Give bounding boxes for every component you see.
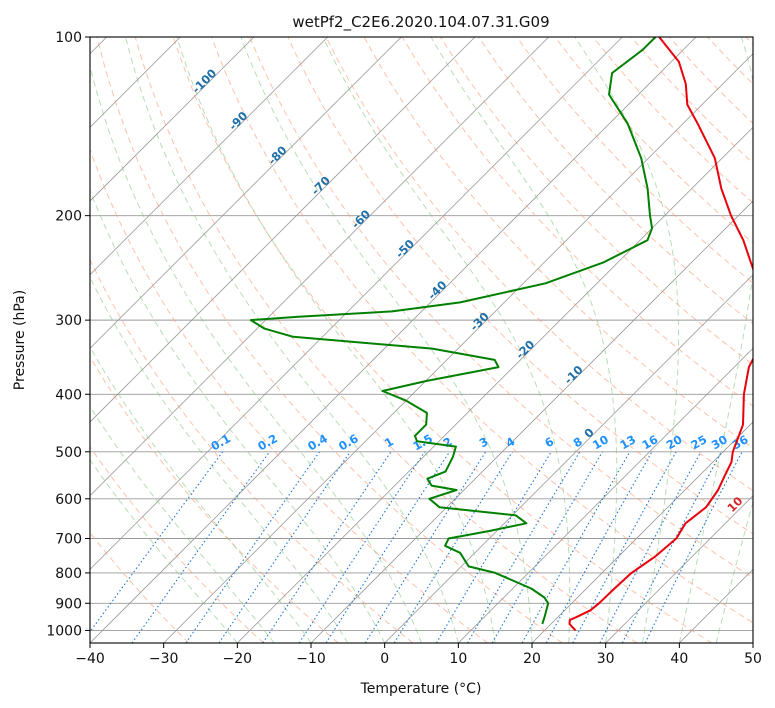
x-tick-label: 30 xyxy=(597,651,615,667)
x-tick-label: 10 xyxy=(449,651,467,667)
y-tick-label: 800 xyxy=(55,566,82,582)
mixing-ratio-line xyxy=(131,451,271,643)
moist-adiabat xyxy=(240,37,533,643)
isotherm xyxy=(163,53,753,643)
moist-adiabat xyxy=(715,499,753,643)
mixing-ratio-label: 20 xyxy=(664,432,685,452)
y-tick-label: 500 xyxy=(55,445,82,461)
moist-adiabat xyxy=(90,458,238,643)
y-tick-label: 400 xyxy=(55,387,82,403)
dry-adiabat xyxy=(516,37,753,284)
dry-adiabat xyxy=(211,37,753,624)
mixing-ratio-label: 13 xyxy=(617,432,638,452)
y-tick-label: 700 xyxy=(55,532,82,548)
dry-adiabat xyxy=(172,37,712,643)
dry-adiabat xyxy=(90,445,264,643)
mixing-ratio-line xyxy=(262,451,392,643)
mixing-ratio-label: 16 xyxy=(639,432,660,452)
moist-adiabat xyxy=(90,63,422,643)
moist-adiabat xyxy=(574,37,679,643)
isotherm xyxy=(90,37,255,202)
isotherm xyxy=(458,347,753,643)
mixing-ratio-line xyxy=(521,451,631,643)
isotherm xyxy=(605,495,753,643)
x-tick-label: 40 xyxy=(670,651,688,667)
y-axis-label: Pressure (hPa) xyxy=(12,290,28,390)
isotherm xyxy=(90,37,328,276)
profiles xyxy=(249,37,753,632)
isotherm xyxy=(90,37,549,497)
mixing-ratio-line xyxy=(185,451,321,643)
moist-adiabat xyxy=(125,37,459,643)
x-tick-label: −10 xyxy=(296,651,326,667)
mixing-ratio-line xyxy=(364,451,487,643)
dry-adiabat xyxy=(134,37,638,643)
x-tick-label: −40 xyxy=(75,651,105,667)
y-tick-label: 600 xyxy=(55,492,82,508)
x-axis-ticks: −40 −30 −20 −10 0 10 20 30 40 50 xyxy=(75,643,762,667)
temperature-profile xyxy=(568,37,753,632)
isotherm xyxy=(237,126,753,643)
x-tick-label: −30 xyxy=(149,651,179,667)
x-tick-label: −20 xyxy=(223,651,253,667)
isotherm xyxy=(90,37,402,349)
moist-adiabat xyxy=(430,37,618,643)
isotherm xyxy=(531,421,753,643)
mixing-ratio-line xyxy=(644,451,743,643)
mixing-ratio-line xyxy=(298,451,426,643)
isotherm xyxy=(90,37,476,423)
mixing-ratio-line xyxy=(218,451,351,643)
y-tick-label: 300 xyxy=(55,313,82,329)
isotherm xyxy=(384,274,753,643)
x-tick-label: 50 xyxy=(744,651,762,667)
dry-adiabat xyxy=(90,258,414,643)
moist-adiabat xyxy=(90,345,312,643)
y-tick-label: 1000 xyxy=(46,623,82,639)
chart-title: wetPf2_C2E6.2020.104.07.31.G09 xyxy=(292,13,549,32)
moist-adiabat xyxy=(90,189,386,643)
dewpoint-profile xyxy=(249,37,657,625)
plot-frame xyxy=(89,36,754,644)
dry-adiabat xyxy=(96,37,563,643)
mixing-ratio-line xyxy=(572,451,677,643)
mixing-ratio-label: 25 xyxy=(688,432,709,452)
mixing-ratio-label: 30 xyxy=(709,432,730,452)
mixing-ratio-line xyxy=(599,451,702,643)
mixing-ratio-line xyxy=(435,451,552,643)
moist-adiabat xyxy=(678,37,753,643)
x-axis-label: Temperature (°C) xyxy=(360,681,482,697)
x-tick-label: 20 xyxy=(523,651,541,667)
dry-adiabat xyxy=(287,37,753,535)
mixing-ratio-line xyxy=(325,451,451,643)
y-tick-label: 900 xyxy=(55,596,82,612)
background-lines xyxy=(90,37,753,643)
dry-adiabat xyxy=(90,355,339,643)
moist-adiabat xyxy=(90,276,349,643)
dry-adiabat xyxy=(325,37,753,492)
mixing-ratio-line xyxy=(545,451,653,643)
moist-adiabat xyxy=(322,37,571,643)
y-tick-label: 200 xyxy=(55,209,82,225)
y-tick-label: 100 xyxy=(55,30,82,46)
x-tick-label: 0 xyxy=(380,651,389,667)
mixing-ratio-label: 10 xyxy=(590,432,611,452)
dry-adiabat xyxy=(249,37,753,579)
moist-adiabat xyxy=(90,405,275,643)
mixing-ratio-line xyxy=(90,451,224,633)
y-axis-ticks: 100 200 300 400 500 600 700 800 900 1000 xyxy=(46,30,90,639)
